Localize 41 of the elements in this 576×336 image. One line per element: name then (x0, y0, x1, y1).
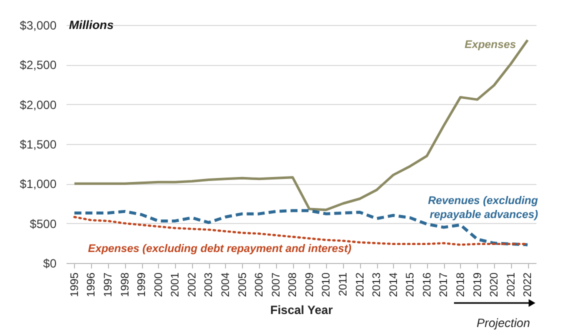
x-tick-label: 2007 (270, 272, 282, 297)
x-tick-label: 2012 (354, 272, 366, 297)
x-tick-label: 2020 (488, 272, 501, 297)
y-tick-label: $3,000 (20, 18, 57, 32)
x-tick-label: 2010 (320, 272, 333, 297)
x-tick-label: 2018 (454, 272, 467, 297)
x-tick-label: 2014 (388, 272, 400, 297)
x-tick-label: 2021 (505, 272, 518, 297)
x-tick-label: 1997 (102, 272, 114, 297)
x-tick-label: 2016 (421, 272, 434, 297)
x-tick-label: 2004 (220, 272, 232, 297)
series-label: Revenues (excluding repayable advances) (428, 195, 538, 221)
series-label: Expenses (464, 39, 516, 51)
y-tick-label: $1,500 (20, 138, 57, 152)
y-tick-label: $2,500 (20, 58, 57, 72)
series-label: Expenses (excluding debt repayment and interest) (88, 243, 352, 255)
y-tick-label: $2,000 (20, 98, 57, 112)
x-tick-label: 2006 (254, 272, 266, 297)
x-tick-label: 2008 (287, 272, 300, 297)
y-tick-label: $0 (43, 256, 57, 270)
y-tick-label: $500 (30, 216, 57, 231)
x-tick-label: 2009 (304, 272, 316, 297)
x-tick-label: 2005 (236, 272, 249, 297)
x-tick-label: 1999 (136, 272, 148, 297)
x-tick-label: 2001 (170, 272, 182, 297)
x-tick-label: 2013 (371, 272, 384, 297)
y-tick-label: $1,000 (20, 177, 57, 192)
x-tick-label: 1998 (119, 272, 132, 297)
x-axis-title: Fiscal Year (270, 302, 334, 317)
x-tick-label: 1996 (86, 272, 98, 297)
x-tick-label: 2022 (522, 272, 534, 297)
x-tick-label: 2011 (337, 272, 350, 296)
x-tick-label: 2002 (186, 272, 198, 297)
x-tick-label: 2000 (152, 272, 165, 297)
x-tick-label: 2017 (438, 272, 450, 297)
y-axis-title: Millions (69, 18, 114, 32)
x-tick-label: 1995 (68, 272, 81, 297)
x-tick-label: 2015 (404, 272, 417, 297)
x-tick-label: 2019 (472, 272, 484, 297)
x-tick-label: 2003 (203, 272, 216, 297)
text: Projection (476, 316, 530, 330)
